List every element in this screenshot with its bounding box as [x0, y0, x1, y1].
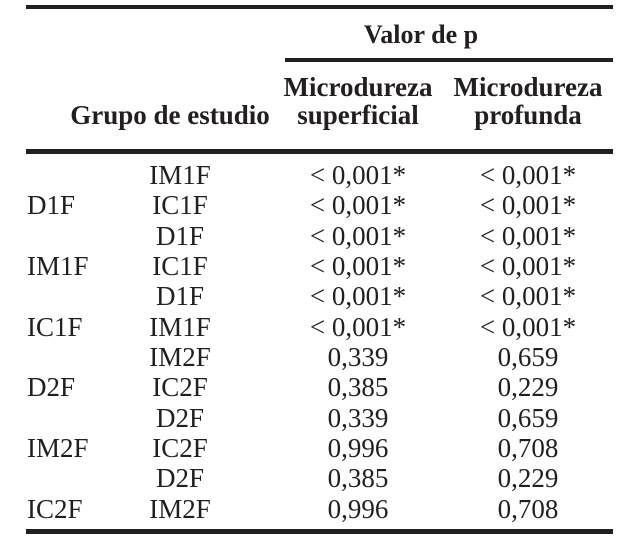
cell-p-profunda: 0,659 [497, 342, 559, 373]
column-header-line: superficial [297, 100, 419, 130]
column-header-grupo-de-estudio: Grupo de estudio [70, 100, 270, 130]
cell-p-superficial: < 0,001* [309, 190, 407, 221]
column-header-microdureza-superficial: Microdureza superficial [258, 73, 458, 129]
table-row: IM2F IC2F 0,996 0,708 [26, 433, 613, 463]
cell-group-1: D1F [27, 190, 76, 221]
cell-p-profunda: 0,659 [497, 402, 559, 433]
cell-group-2: IC2F [152, 433, 208, 464]
spanner-header-valor-de-p: Valor de p [363, 20, 479, 49]
column-header-microdureza-profunda: Microdureza profunda [428, 73, 628, 129]
cell-p-profunda: < 0,001* [479, 311, 577, 342]
cell-group-2: IM1F [149, 311, 211, 342]
table-rule-top [26, 5, 613, 9]
table-row: D1F IC1F < 0,001* < 0,001* [26, 190, 613, 220]
table-row: IC2F IM2F 0,996 0,708 [26, 494, 613, 524]
table-row: IM1F < 0,001* < 0,001* [26, 160, 613, 190]
column-header-line: Microdureza [283, 72, 433, 102]
cell-group-2: IC2F [152, 372, 208, 403]
cell-p-superficial: < 0,001* [309, 251, 407, 282]
cell-group-1: IM2F [27, 433, 89, 464]
cell-p-profunda: 0,708 [497, 433, 559, 464]
table-rule-spanner [285, 58, 613, 62]
cell-p-superficial: < 0,001* [309, 281, 407, 312]
cell-group-2: D1F [155, 220, 205, 251]
table-row: D2F 0,385 0,229 [26, 463, 613, 493]
cell-p-superficial: 0,339 [327, 342, 389, 373]
table-row: IC1F IM1F < 0,001* < 0,001* [26, 312, 613, 342]
table-row: D1F < 0,001* < 0,001* [26, 221, 613, 251]
cell-p-superficial: 0,385 [327, 372, 389, 403]
cell-group-2: IM2F [149, 342, 211, 373]
cell-p-superficial: < 0,001* [309, 160, 407, 190]
table-rule-header [26, 149, 613, 154]
table-row: D2F IC2F 0,385 0,229 [26, 372, 613, 402]
cell-p-profunda: < 0,001* [479, 220, 577, 251]
table-body: IM1F < 0,001* < 0,001* D1F IC1F < 0,001* < 0,0… [26, 160, 613, 524]
cell-group-1: D2F [27, 372, 76, 403]
cell-p-profunda: < 0,001* [479, 160, 577, 190]
cell-p-profunda: 0,708 [497, 493, 559, 524]
cell-group-1: IC2F [27, 493, 83, 524]
table-row: D2F 0,339 0,659 [26, 403, 613, 433]
cell-p-superficial: 0,385 [327, 463, 389, 494]
cell-p-profunda: < 0,001* [479, 281, 577, 312]
cell-p-superficial: 0,339 [327, 402, 389, 433]
cell-group-2: IM1F [149, 160, 211, 190]
cell-p-profunda: < 0,001* [479, 251, 577, 282]
cell-group-1: IM1F [27, 251, 89, 282]
cell-p-profunda: 0,229 [497, 463, 559, 494]
cell-group-2: D1F [155, 281, 205, 312]
cell-p-profunda: 0,229 [497, 372, 559, 403]
column-header-line: profunda [474, 100, 582, 130]
cell-group-1: IC1F [27, 311, 83, 342]
column-header-line: Microdureza [453, 72, 603, 102]
cell-p-superficial: < 0,001* [309, 220, 407, 251]
cell-p-superficial: < 0,001* [309, 311, 407, 342]
table-row: D1F < 0,001* < 0,001* [26, 281, 613, 311]
cell-p-superficial: 0,996 [327, 433, 389, 464]
cell-group-2: IC1F [152, 251, 208, 282]
table-rule-bottom [26, 529, 613, 534]
table-row: IM2F 0,339 0,659 [26, 342, 613, 372]
cell-p-profunda: < 0,001* [479, 190, 577, 221]
cell-group-2: IC1F [152, 190, 208, 221]
cell-group-2: D2F [155, 402, 205, 433]
cell-group-2: IM2F [149, 493, 211, 524]
cell-group-2: D2F [155, 463, 205, 494]
table-row: IM1F IC1F < 0,001* < 0,001* [26, 251, 613, 281]
cell-p-superficial: 0,996 [327, 493, 389, 524]
